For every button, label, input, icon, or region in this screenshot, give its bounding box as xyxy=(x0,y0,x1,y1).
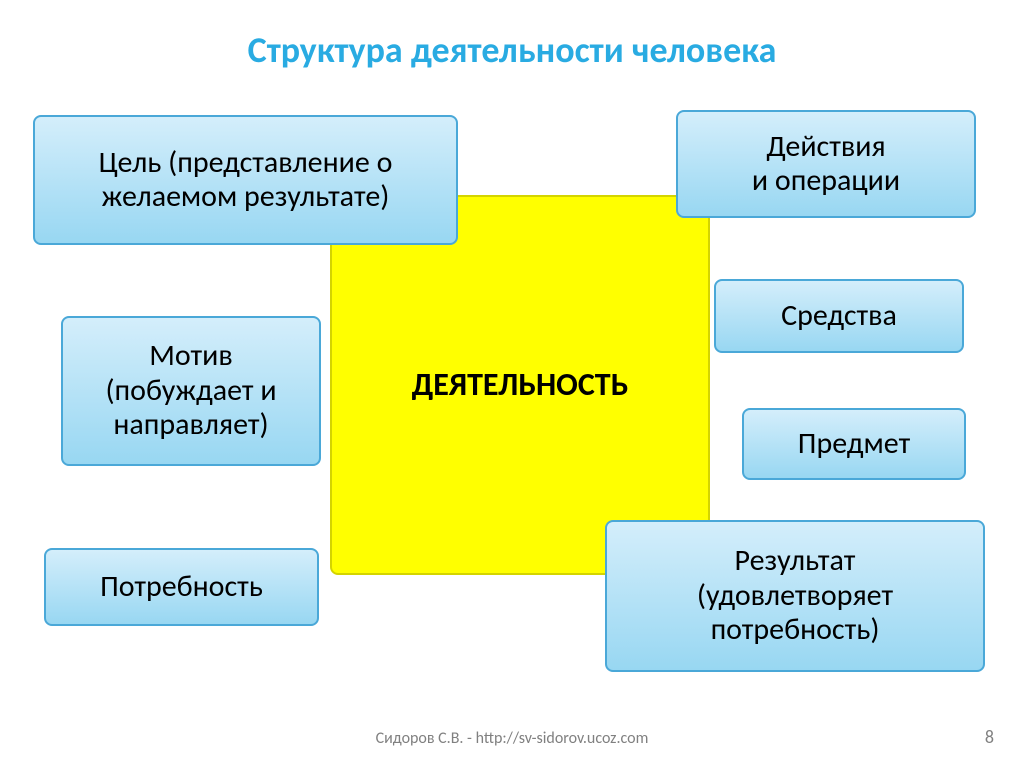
box-actions-label: Действия и операции xyxy=(752,130,900,199)
box-need: Потребность xyxy=(44,548,319,626)
slide-canvas: Структура деятельности человека ДЕЯТЕЛЬН… xyxy=(0,0,1024,768)
box-actions: Действия и операции xyxy=(676,110,976,218)
box-means-label: Средства xyxy=(781,299,897,334)
box-motive: Мотив (побуждает и направляет) xyxy=(61,316,321,466)
footer-credit: Сидоров С.В. - http://sv-sidorov.ucoz.co… xyxy=(0,729,1024,748)
box-result-label: Результат (удовлетворяет потребность) xyxy=(697,544,893,648)
center-box-activity: ДЕЯТЕЛЬНОСТЬ xyxy=(330,195,710,575)
center-box-label: ДЕЯТЕЛЬНОСТЬ xyxy=(412,367,629,404)
box-subject-label: Предмет xyxy=(798,427,910,462)
box-result: Результат (удовлетворяет потребность) xyxy=(605,520,985,672)
box-motive-label: Мотив (побуждает и направляет) xyxy=(105,339,276,443)
box-need-label: Потребность xyxy=(100,570,263,605)
box-goal-label: Цель (представление о желаемом результат… xyxy=(49,146,442,215)
page-number: 8 xyxy=(985,726,994,748)
box-subject: Предмет xyxy=(742,408,966,480)
box-means: Средства xyxy=(714,279,964,353)
box-goal: Цель (представление о желаемом результат… xyxy=(33,115,458,245)
slide-title: Структура деятельности человека xyxy=(0,28,1024,72)
